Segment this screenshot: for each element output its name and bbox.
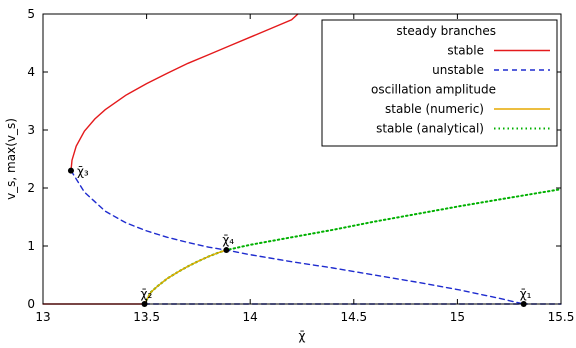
plot-frame bbox=[42, 13, 562, 305]
x-tick-label: 15.5 bbox=[548, 310, 575, 324]
x-tick-label: 13.5 bbox=[133, 310, 160, 324]
series-line-stable-upper bbox=[70, 13, 299, 172]
y-axis-label: v_s, max(v_s) bbox=[4, 118, 18, 200]
y-tick-label: 1 bbox=[27, 239, 35, 253]
legend-entry: stable (analytical) bbox=[376, 122, 484, 136]
point-marker bbox=[223, 247, 230, 254]
y-tick-label: 4 bbox=[27, 65, 35, 79]
series-line-oscillation-numeric bbox=[143, 249, 228, 305]
legend: steady branches stable unstable oscillation… bbox=[321, 19, 558, 147]
point-label: χ̄₃ bbox=[77, 165, 89, 179]
legend-entry: unstable bbox=[432, 63, 484, 77]
legend-entry: stable (numeric) bbox=[385, 102, 484, 116]
x-tick-label: 14 bbox=[243, 310, 258, 324]
y-tick-label: 2 bbox=[27, 181, 35, 195]
axes-layer: 13 13.5 14 14.5 15 15.5 0 1 2 3 4 5 bbox=[27, 7, 574, 324]
x-tick-label: 13 bbox=[35, 310, 50, 324]
legend-entry: stable bbox=[447, 44, 484, 58]
legend-header: steady branches bbox=[396, 24, 496, 38]
y-tick-label: 5 bbox=[27, 7, 35, 21]
legend-box bbox=[321, 19, 558, 147]
y-tick-label: 0 bbox=[27, 297, 35, 311]
point-label: χ̄₄ bbox=[222, 233, 234, 247]
x-tick-label: 14.5 bbox=[340, 310, 367, 324]
x-axis-label: χ̄ bbox=[299, 329, 306, 343]
legend-header: oscillation amplitude bbox=[371, 83, 496, 97]
y-tick-label: 3 bbox=[27, 123, 35, 137]
point-label: χ̄₂ bbox=[141, 287, 153, 301]
series-line-unstable-middle bbox=[70, 169, 525, 305]
point-marker bbox=[67, 167, 74, 174]
x-tick-label: 15 bbox=[450, 310, 465, 324]
point-label: χ̄₁ bbox=[520, 287, 532, 301]
